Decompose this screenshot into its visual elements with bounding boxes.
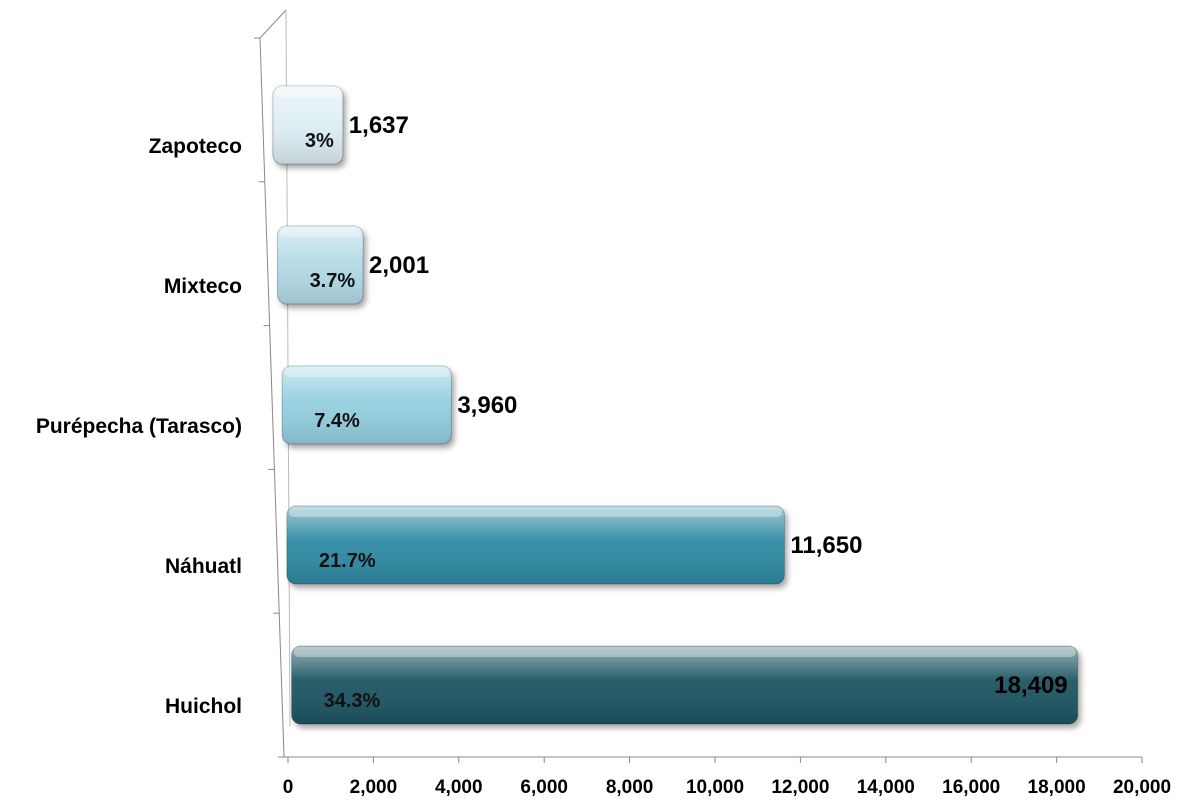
category-label: Náhuatl [165,555,242,578]
bar-bevel [288,507,783,517]
x-tick-label: 18,000 [1028,777,1086,798]
bar-highlight [286,506,785,584]
x-tick-label: 0 [283,777,294,798]
bar-highlight [272,86,343,164]
percent-label: 21.7% [319,550,376,572]
value-label: 11,650 [790,532,862,559]
category-label: Zapoteco [149,135,242,158]
percent-label: 34.3% [324,690,381,712]
bar-mixteco [277,225,364,305]
bar-zapoteco [272,85,344,165]
back-wall-top [259,9,287,39]
percent-label: 7.4% [314,410,360,432]
y-axis-line [259,37,285,758]
bar-pur-pecha-tarasco- [281,365,452,445]
value-label: 18,409 [994,672,1067,699]
bar-highlight [282,366,452,444]
category-label: Purépecha (Tarasco) [36,415,242,438]
x-tick-label: 4,000 [435,777,483,798]
x-tick-label: 8,000 [606,777,654,798]
percent-label: 3% [305,130,334,152]
x-tick-label: 2,000 [350,777,398,798]
category-label: Mixteco [164,275,242,298]
value-label: 3,960 [457,392,517,419]
x-tick-label: 20,000 [1113,777,1171,798]
x-tick-label: 10,000 [686,777,744,798]
value-label: 1,637 [349,112,409,139]
x-tick-label: 12,000 [771,777,829,798]
bar-bevel [279,227,362,237]
bar-group [272,85,1079,725]
percent-label: 3.7% [310,270,356,292]
label-group: 0 2,000 4,000 6,000 8,000 10,000 12,000 14,000 1… [36,112,1171,798]
bar-bevel [274,87,341,97]
bar-highlight [277,226,364,304]
bar-bevel [293,647,1076,657]
x-tick-label: 14,000 [857,777,915,798]
bar-huichol [291,645,1079,725]
category-label: Huichol [165,695,242,718]
value-label: 2,001 [369,252,429,279]
x-tick-label: 16,000 [942,777,1000,798]
bar-highlight [291,646,1078,724]
bar-n-huatl [286,505,785,585]
x-tick-label: 6,000 [520,777,568,798]
bar-bevel [284,367,450,377]
